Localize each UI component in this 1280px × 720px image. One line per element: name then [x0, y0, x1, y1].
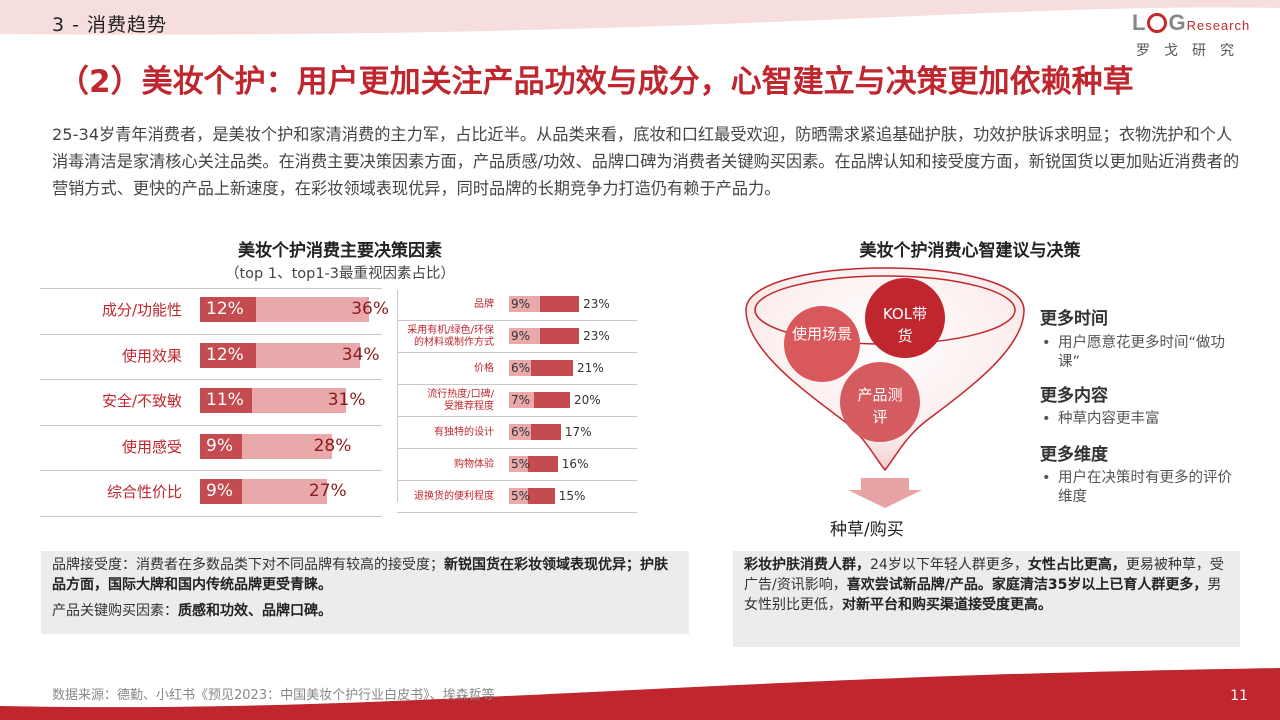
bar-top1 — [200, 297, 257, 322]
bar-top1 — [200, 342, 257, 368]
bar-top3-label: 31% — [327, 390, 366, 411]
left-chart-subtitle: （top 1、top1-3最重视因素占比） — [224, 266, 456, 282]
chart-divider — [397, 290, 398, 502]
factor-row: 成分/功能性 12% 36% — [40, 288, 389, 335]
bar-top1 — [200, 479, 243, 505]
bar2-top1-label: 7% — [511, 393, 531, 407]
factor2-label: 退换货的便利程度 — [414, 490, 494, 502]
factor-label: 使用感受 — [121, 437, 182, 456]
factor-row: 使用效果 12% 34% — [40, 335, 382, 381]
bar2-top3-label: 17% — [564, 425, 592, 439]
bar-top3-label: 34% — [341, 344, 380, 365]
factor-label: 使用效果 — [121, 346, 182, 365]
factor-label: 成分/功能性 — [101, 301, 182, 319]
logo-subtitle: 罗戈研究 — [1136, 43, 1248, 59]
side-item-time: • 用户愿意花更多时间“做功课” — [1042, 335, 1226, 370]
bar-top1-label: 9% — [206, 481, 233, 502]
bar2-top3-label: 16% — [561, 457, 589, 471]
consumer-profile-note: 彩妆护肤消费人群，24岁以下年轻人群更多，女性占比更高，更易被种草，受广告/资讯… — [733, 551, 1240, 647]
side-heading-dimension: 更多维度 — [1040, 445, 1108, 465]
brand-acceptance-note: 品牌接受度：消费者在多数品类下对不同品牌有较高的接受度；新锐国货在彩妆领域表现优… — [41, 551, 689, 634]
page-title: （2）美妆个护：用户更加关注产品功效与成分，心智建立与决策更加依赖种草 — [58, 64, 1134, 100]
factor-label: 综合性价比 — [106, 483, 182, 502]
bar2-top1 — [509, 392, 535, 408]
bar-top1-label: 12% — [206, 344, 244, 365]
factor-row: 综合性价比 9% 27% — [40, 471, 382, 517]
factor2-label: 采用有机/绿色/环保 的材料或制作方式 — [407, 324, 494, 348]
bar2-top1-label: 6% — [511, 425, 531, 439]
bar2-top3-label: 23% — [583, 329, 610, 343]
down-arrow-icon — [848, 478, 922, 508]
circle-kol-label: KOL带货 — [882, 305, 928, 345]
buy-label: 种草/购买 — [830, 520, 904, 540]
factor2-row: 采用有机/绿色/环保 的材料或制作方式 9% 23% — [397, 321, 637, 353]
data-source: 数据来源：德勤、小红书《预见2023：中国美妆个护行业白皮书》、埃森哲等 — [52, 688, 495, 703]
side-item-dimension: • 用户在决策时有更多的评价维度 — [1042, 470, 1232, 505]
factor2-label: 有独特的设计 — [434, 426, 494, 438]
circle-scene-label: 使用场景 — [792, 325, 853, 343]
bar2-top3-label: 15% — [558, 489, 586, 503]
bar-top1 — [200, 433, 243, 459]
header-band — [0, 0, 1280, 35]
factor-label: 安全/不致敏 — [101, 392, 182, 411]
bar2-top1 — [509, 456, 529, 472]
secondary-factors-chart: 品牌 9% 23% 采用有机/绿色/环保 的材料或制作方式 9% 23% 价格 6% 21% 流行热… — [397, 289, 637, 513]
main-factors-chart: 成分/功能性 12% 36% 使用效果 12% 34% 安全/不致敏 11% 31% 使用感受 9%… — [40, 288, 389, 517]
bar2-top1-label: 9% — [511, 297, 531, 311]
intro-paragraph: 25-34岁青年消费者，是美妆个护和家清消费的主力军，占比近半。从品类来看，底妆… — [52, 125, 1240, 198]
page-number: 11 — [1230, 688, 1248, 704]
side-item-content: • 种草内容更丰富 — [1042, 411, 1160, 427]
factor2-label: 流行热度/口碑/受推荐程度 — [427, 388, 494, 412]
factor2-row: 购物体验 5% 16% — [397, 449, 637, 481]
bar-top1 — [200, 388, 252, 414]
factor2-label: 价格 — [474, 362, 494, 374]
funnel-title: 美妆个护消费心智建议与决策 — [859, 241, 1081, 261]
bar2-top1 — [509, 360, 532, 376]
bar2-top1 — [509, 328, 541, 344]
bar2-top1-label: 6% — [511, 361, 531, 375]
bar2-top1 — [509, 424, 532, 440]
bar2-top1-label: 5% — [511, 457, 531, 471]
factor2-row: 有独特的设计 6% 17% — [397, 417, 637, 449]
factor2-label: 购物体验 — [454, 458, 494, 470]
bar2-top1-label: 9% — [511, 329, 531, 343]
decision-funnel — [745, 267, 1025, 508]
section-label: 3 - 消费趋势 — [52, 14, 168, 36]
factor2-row: 流行热度/口碑/受推荐程度 7% 20% — [397, 385, 637, 417]
factor-row: 安全/不致敏 11% 31% — [40, 380, 382, 426]
bar2-top1 — [509, 296, 541, 312]
bar-top3-label: 28% — [313, 435, 352, 456]
side-heading-time: 更多时间 — [1040, 309, 1108, 329]
circle-kol — [865, 278, 945, 358]
bar-top1-label: 11% — [206, 390, 244, 411]
circle-scene — [784, 306, 860, 382]
bar2-top3-label: 21% — [577, 361, 604, 375]
factor2-row: 价格 6% 21% — [397, 353, 637, 385]
footer-band — [0, 668, 1280, 720]
left-chart-title: 美妆个护消费主要决策因素 — [238, 241, 442, 261]
circle-review — [840, 362, 920, 442]
factor-row: 使用感受 9% 28% — [40, 426, 382, 472]
company-logo: L GResearch 罗戈研究 — [1132, 10, 1251, 59]
factor2-row: 品牌 9% 23% — [397, 289, 637, 321]
factor2-label: 品牌 — [474, 298, 494, 310]
bar-top3-label: 36% — [351, 299, 389, 319]
bar-top3-label: 27% — [308, 481, 347, 502]
bar-top1-label: 12% — [206, 299, 244, 319]
bar2-top3-label: 20% — [574, 393, 601, 407]
bar2-top1-label: 5% — [511, 489, 531, 503]
factor2-row: 退换货的便利程度 5% 15% — [397, 481, 637, 513]
side-heading-content: 更多内容 — [1040, 386, 1108, 406]
bar2-top3-label: 23% — [583, 297, 610, 311]
circle-review-label: 产品测评 — [857, 386, 903, 426]
bar2-top1 — [509, 488, 529, 504]
bar-top1-label: 9% — [206, 435, 233, 456]
